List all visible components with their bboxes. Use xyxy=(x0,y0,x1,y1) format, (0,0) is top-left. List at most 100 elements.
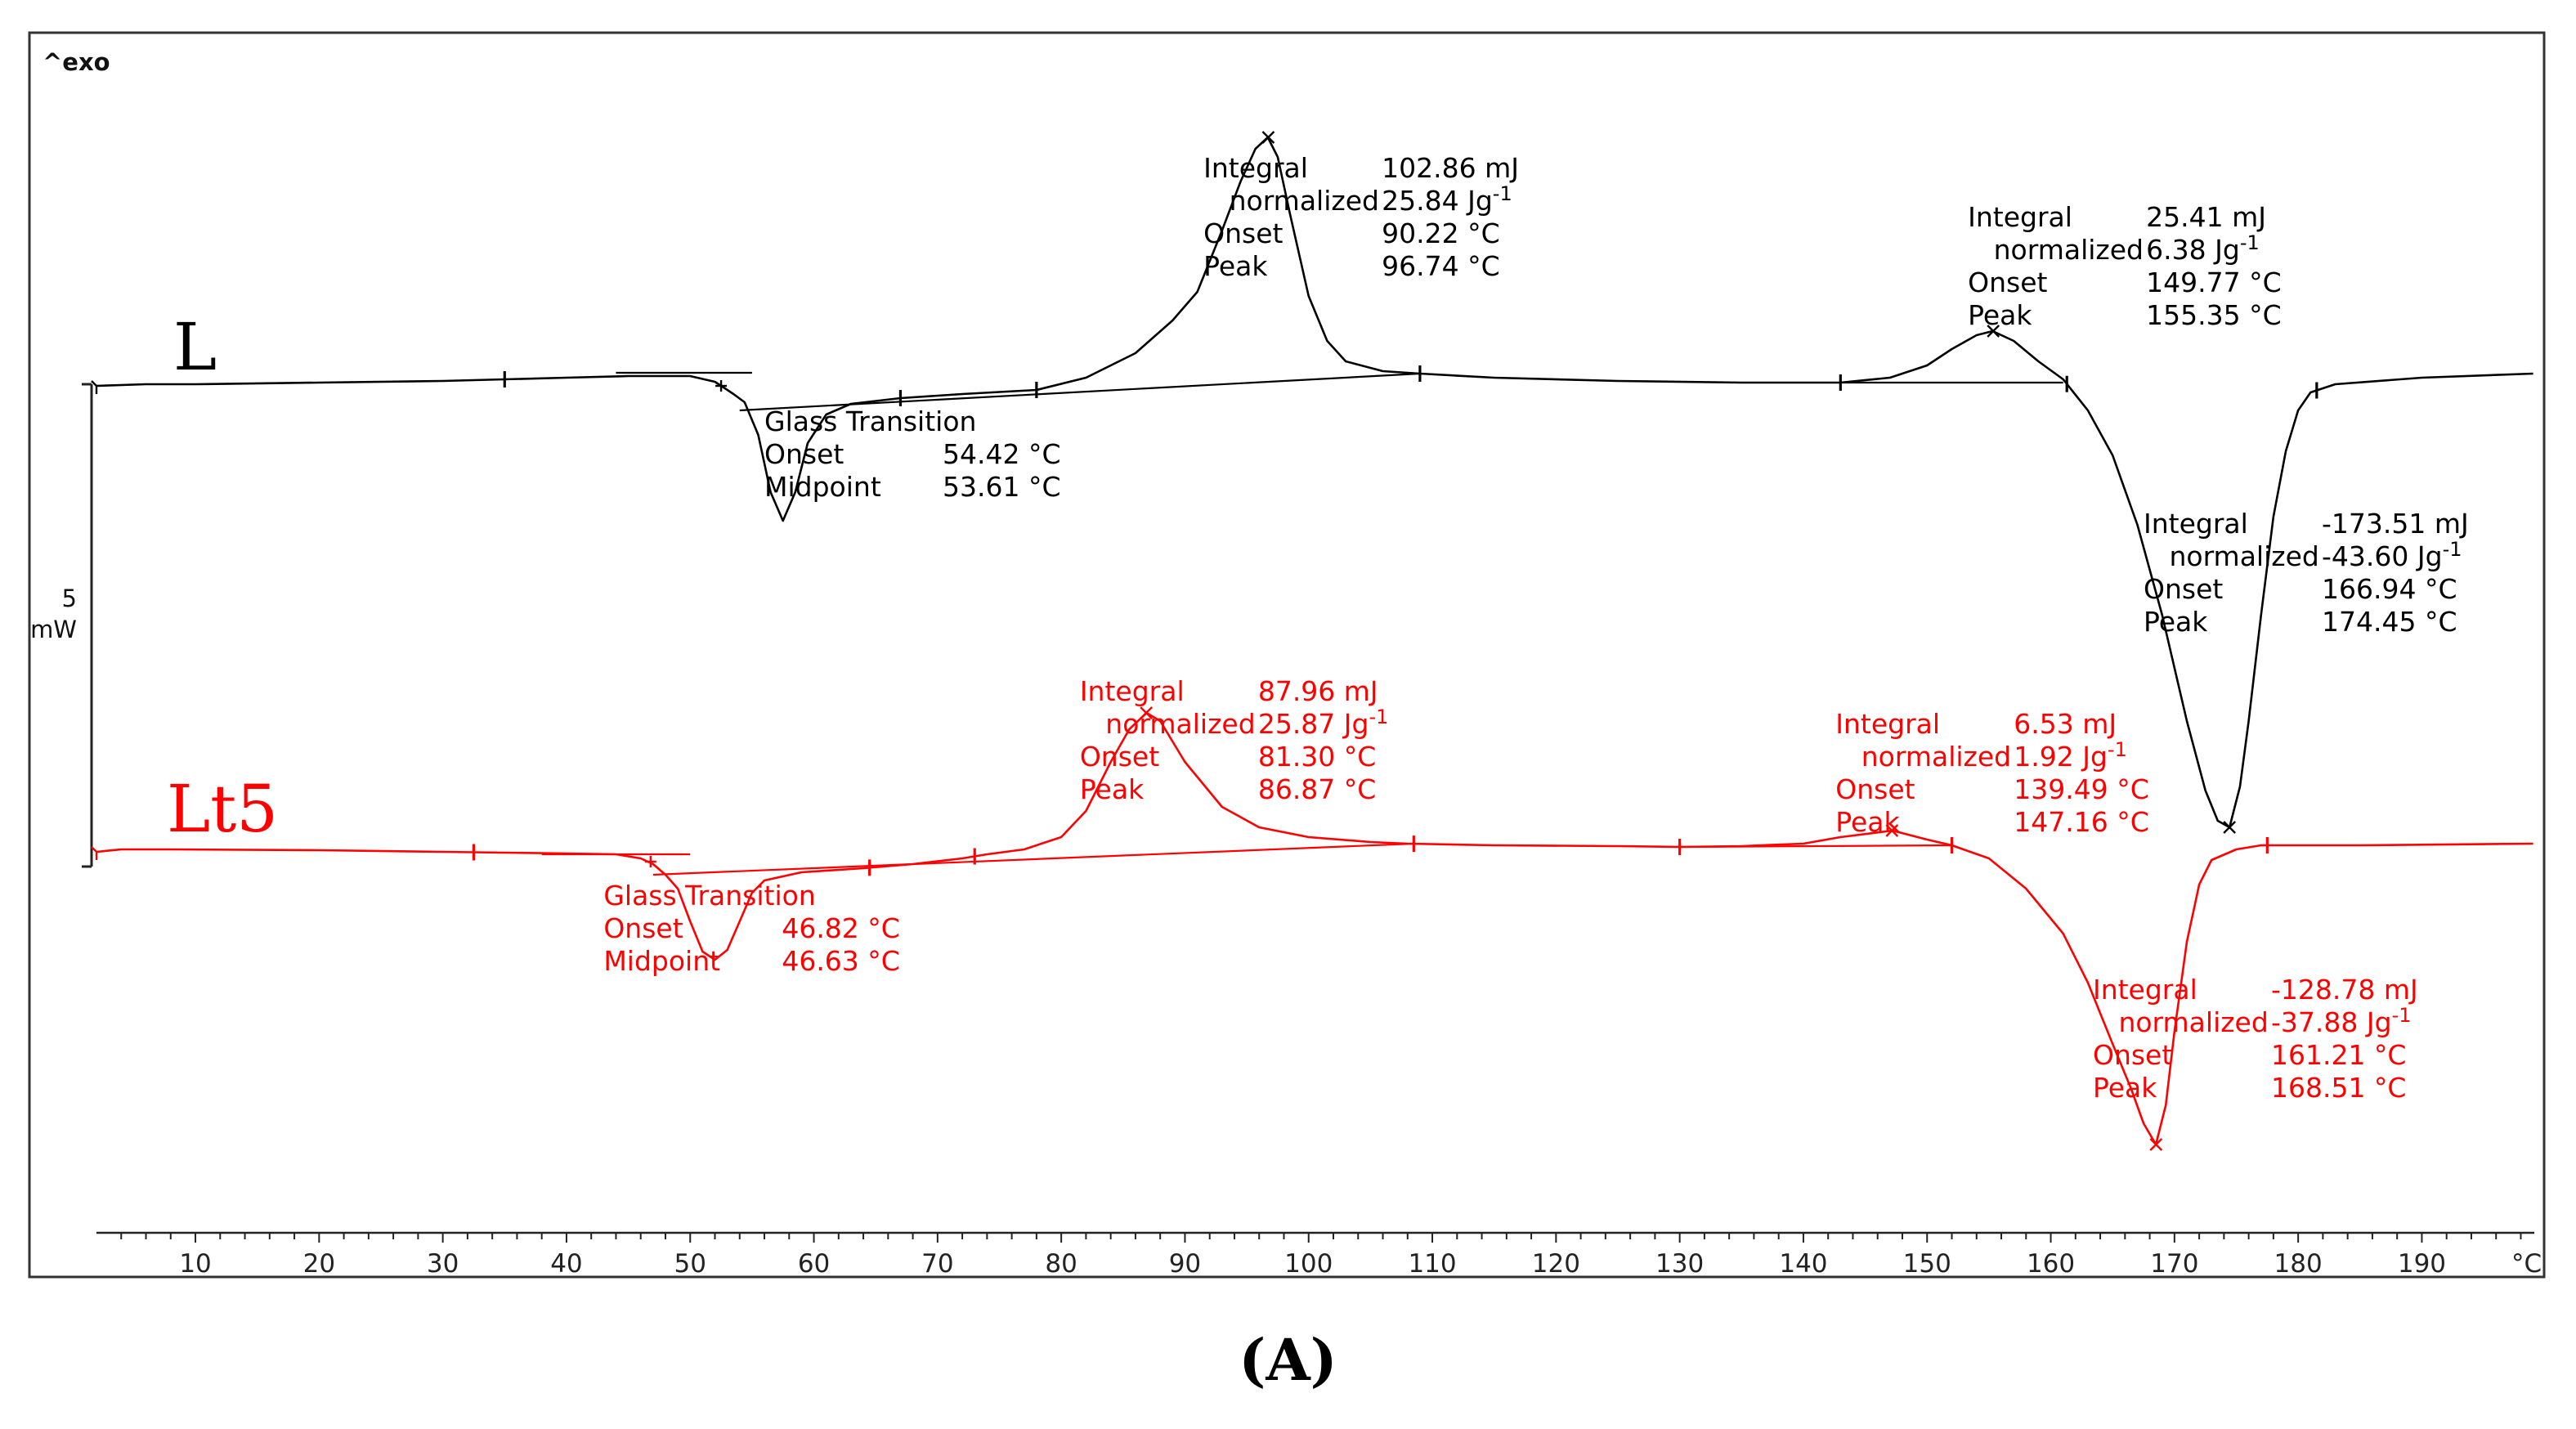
annotation-value: -128.78 mJ xyxy=(2271,974,2418,1006)
x-tick-label: 140 xyxy=(1779,1249,1827,1279)
annotation-label: Onset xyxy=(2144,573,2223,605)
marker-stroke xyxy=(1987,325,2000,338)
annotation-label: normalized xyxy=(1968,234,2144,266)
x-tick-label: 120 xyxy=(1532,1249,1580,1279)
annotation-value: 46.63 °C xyxy=(782,945,900,977)
annotation-value: 96.74 °C xyxy=(1382,250,1500,282)
annotation-value: 54.42 °C xyxy=(943,438,1061,470)
annotation-label: Peak xyxy=(1080,773,1145,805)
annotation-value: 102.86 mJ xyxy=(1382,152,1519,184)
peak-marker-L xyxy=(1261,131,1275,144)
annotation-label: Peak xyxy=(1968,299,2032,331)
annotation-label: Onset xyxy=(764,438,844,470)
annotation-label: Integral xyxy=(1968,201,2072,233)
annotation-label: Midpoint xyxy=(603,945,720,977)
annotation-value: 6.38 Jg-1 xyxy=(2146,231,2260,266)
peak-marker-Lt5 xyxy=(2149,1138,2163,1151)
series-label-L: L xyxy=(173,309,217,385)
onset-marker-L xyxy=(715,380,728,392)
peak-marker-L xyxy=(2223,821,2237,834)
curves-layer xyxy=(91,136,2533,1146)
curve-start-bracket-Lt5 xyxy=(91,846,98,860)
annotation-label: Integral xyxy=(1203,152,1308,184)
scale-bar-value: 5 xyxy=(62,585,77,612)
annotation-l-cryst: Integral 102.86 mJ normalized 25.84 Jg-1 On… xyxy=(1203,152,1519,282)
annotation-value: 53.61 °C xyxy=(943,471,1061,503)
annotation-value: 166.94 °C xyxy=(2322,573,2457,605)
x-tick-label: 40 xyxy=(550,1249,582,1279)
x-tick-label: 170 xyxy=(2150,1249,2198,1279)
annotation-value: 87.96 mJ xyxy=(1258,675,1378,707)
peak-marker-Lt5 xyxy=(1885,824,1899,837)
annotation-label: Glass Transition xyxy=(764,405,976,437)
annotation-value: 86.87 °C xyxy=(1258,773,1377,805)
x-tick-label: 20 xyxy=(303,1249,335,1279)
x-tick-label: 60 xyxy=(798,1249,830,1279)
x-tick-label: 30 xyxy=(427,1249,459,1279)
annotation-label: Peak xyxy=(1203,250,1268,282)
x-axis-unit: °C xyxy=(2511,1249,2542,1279)
annotation-value: 25.84 Jg-1 xyxy=(1382,182,1512,217)
x-tick-label: 150 xyxy=(1903,1249,1951,1279)
annotation-label: Peak xyxy=(2144,606,2208,638)
x-tick-label: 160 xyxy=(2027,1249,2075,1279)
annotation-label: Onset xyxy=(1835,773,1915,805)
marker-stroke xyxy=(1140,706,1153,719)
annotation-label: Onset xyxy=(1203,217,1283,249)
curve-L xyxy=(96,136,2533,829)
annotation-label: Integral xyxy=(1080,675,1185,707)
annotation-lt5-melt: Integral -128.78 mJ normalized -37.88 Jg-1… xyxy=(2093,974,2418,1104)
annotation-label: Glass Transition xyxy=(603,880,815,912)
annotation-value: 155.35 °C xyxy=(2146,299,2282,331)
curve-Lt5 xyxy=(96,711,2533,1146)
exo-label: ^exo xyxy=(43,48,110,76)
series-label-Lt5: Lt5 xyxy=(167,771,278,847)
annotation-value: 168.51 °C xyxy=(2271,1072,2407,1104)
annotation-value: 46.82 °C xyxy=(782,912,900,944)
x-tick-label: 100 xyxy=(1284,1249,1333,1279)
peak-marker-Lt5 xyxy=(1140,706,1153,719)
x-tick-label: 80 xyxy=(1045,1249,1077,1279)
marker-stroke xyxy=(2223,821,2237,834)
annotation-label: Onset xyxy=(1968,267,2047,298)
annotation-value: 147.16 °C xyxy=(2014,806,2149,838)
annotation-value: 25.41 mJ xyxy=(2146,201,2266,233)
annotation-value: 149.77 °C xyxy=(2146,267,2282,298)
annotation-value: 139.49 °C xyxy=(2014,773,2149,805)
annotation-label: Onset xyxy=(2093,1039,2172,1071)
annotation-value: 90.22 °C xyxy=(1382,217,1500,249)
x-tick-label: 70 xyxy=(921,1249,953,1279)
annotation-lt5-exo2: Integral 6.53 mJ normalized 1.92 Jg-1 Onset… xyxy=(1835,708,2149,838)
marker-stroke xyxy=(1261,131,1275,144)
annotation-label: Integral xyxy=(2144,508,2248,540)
baseline-Lt5 xyxy=(652,842,1414,876)
annotation-label: Integral xyxy=(1835,708,1940,740)
markers-layer xyxy=(472,131,2318,1151)
annotation-lt5-cryst: Integral 87.96 mJ normalized 25.87 Jg-1 Ons… xyxy=(1080,675,1389,805)
annotation-label: normalized xyxy=(2144,540,2319,572)
x-tick-label: 90 xyxy=(1169,1249,1201,1279)
annotation-value: -37.88 Jg-1 xyxy=(2271,1004,2412,1038)
annotation-value: 25.87 Jg-1 xyxy=(1258,706,1389,740)
scale-bar: 5 mW xyxy=(30,383,93,868)
x-tick-label: 110 xyxy=(1408,1249,1456,1279)
onset-marker-Lt5 xyxy=(644,856,656,867)
annotation-label: Integral xyxy=(2093,974,2197,1006)
annotation-value: 174.45 °C xyxy=(2322,606,2457,638)
annotation-label: normalized xyxy=(1835,741,2011,773)
annotation-l-exo2: Integral 25.41 mJ normalized 6.38 Jg-1 Onse… xyxy=(1968,201,2282,331)
annotation-label: Peak xyxy=(1835,806,1900,838)
x-tick-label: 50 xyxy=(674,1249,706,1279)
annotation-value: 161.21 °C xyxy=(2271,1039,2407,1071)
x-tick-label: 180 xyxy=(2274,1249,2323,1279)
panel-label: (A) xyxy=(1239,1326,1337,1394)
annotation-label: Peak xyxy=(2093,1072,2157,1104)
annotation-label: normalized xyxy=(2093,1006,2269,1038)
marker-stroke xyxy=(1885,824,1899,837)
annotation-label: Onset xyxy=(1080,741,1159,773)
